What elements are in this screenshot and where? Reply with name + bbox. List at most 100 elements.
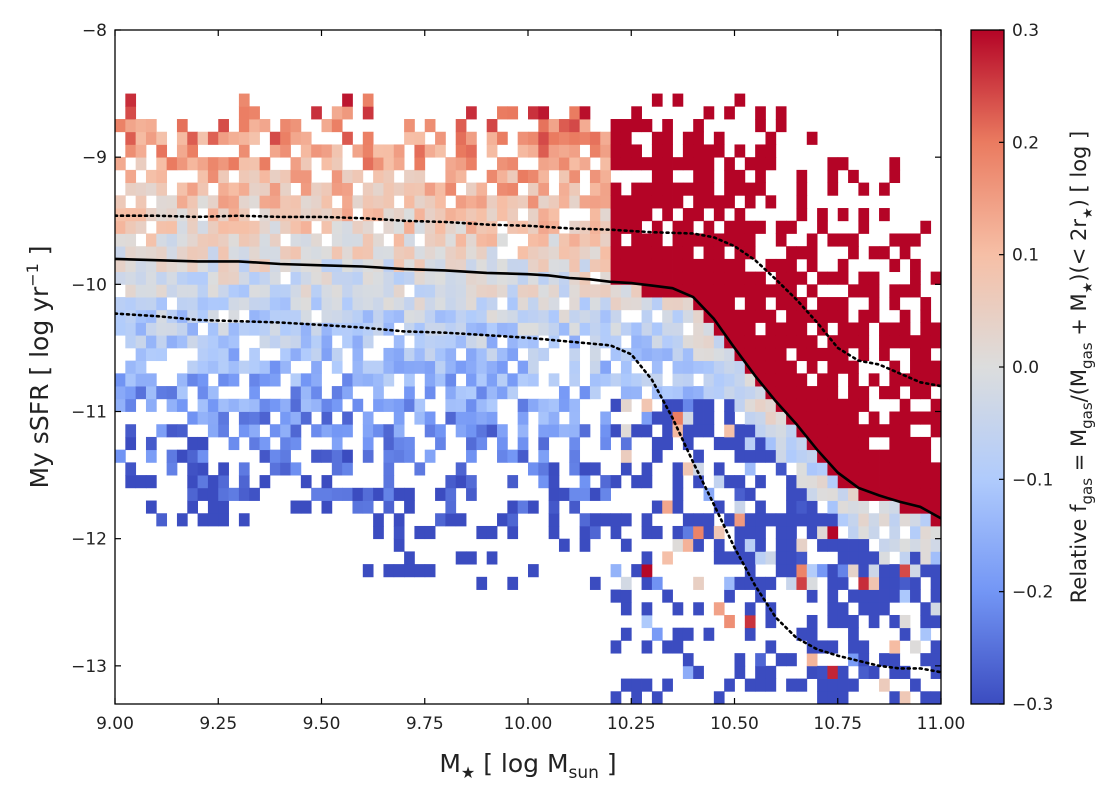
heatmap-cell xyxy=(889,653,901,667)
heatmap-cell xyxy=(331,322,343,336)
heatmap-cell xyxy=(558,322,570,336)
heatmap-cell xyxy=(228,309,240,323)
heatmap-cell xyxy=(827,373,839,387)
heatmap-cell xyxy=(775,513,787,527)
heatmap-cell xyxy=(435,373,446,387)
heatmap-cell xyxy=(145,373,157,387)
heatmap-cell xyxy=(837,347,849,362)
series-lower-percentile xyxy=(115,312,941,674)
heatmap-cell xyxy=(507,284,519,298)
heatmap-cell xyxy=(424,258,436,273)
heatmap-cell xyxy=(589,335,601,349)
heatmap-cell xyxy=(796,551,808,565)
heatmap-cell xyxy=(393,271,405,285)
heatmap-cell xyxy=(806,233,818,247)
heatmap-cell xyxy=(920,462,932,476)
heatmap-cell xyxy=(404,500,415,514)
heatmap-cell xyxy=(744,627,756,641)
heatmap-cell xyxy=(207,169,219,184)
heatmap-cell xyxy=(424,449,436,463)
heatmap-cell xyxy=(848,462,859,476)
heatmap-cell xyxy=(817,208,828,222)
heatmap-cell xyxy=(166,258,178,273)
heatmap-cell xyxy=(765,614,777,629)
heatmap-cell xyxy=(445,169,457,184)
heatmap-cell xyxy=(455,398,467,412)
heatmap-cell xyxy=(218,322,229,336)
heatmap-cell xyxy=(775,564,787,578)
heatmap-cell xyxy=(765,144,777,158)
heatmap-cell xyxy=(744,220,756,234)
heatmap-cell xyxy=(817,436,828,451)
heatmap-cell xyxy=(889,258,901,273)
heatmap-cell xyxy=(620,424,632,438)
heatmap-cell xyxy=(404,271,415,285)
heatmap-cell xyxy=(579,309,591,323)
heatmap-cell xyxy=(620,208,632,222)
heatmap-cell xyxy=(693,386,704,400)
heatmap-cell xyxy=(610,258,622,273)
heatmap-cell xyxy=(414,335,426,349)
heatmap-cell xyxy=(228,322,240,336)
heatmap-cell xyxy=(734,500,746,514)
heatmap-cell xyxy=(910,538,921,552)
heatmap-cell xyxy=(466,449,477,463)
heatmap-cell xyxy=(693,271,704,285)
heatmap-cell xyxy=(187,220,198,234)
heatmap-cell xyxy=(620,347,632,362)
heatmap-cell xyxy=(641,208,653,222)
heatmap-cell xyxy=(806,653,818,667)
heatmap-cell xyxy=(466,157,477,171)
heatmap-cell xyxy=(393,297,405,311)
heatmap-cell xyxy=(744,449,756,463)
heatmap-cell xyxy=(796,373,808,387)
heatmap-cell xyxy=(899,233,911,247)
heatmap-cell xyxy=(910,233,921,247)
heatmap-cell xyxy=(889,564,901,578)
heatmap-cell xyxy=(352,271,364,285)
heatmap-cell xyxy=(713,335,725,349)
heatmap-cell xyxy=(424,309,436,323)
y-axis-label: My sSFR [ log yr−1 ] xyxy=(23,245,54,488)
x-tick-label: 10.25 xyxy=(607,714,656,734)
heatmap-cell xyxy=(486,322,498,336)
heatmap-cell xyxy=(910,360,921,374)
heatmap-cell xyxy=(373,157,384,171)
heatmap-cell xyxy=(362,258,374,273)
heatmap-cell xyxy=(207,208,219,222)
heatmap-cell xyxy=(569,487,581,501)
heatmap-cell xyxy=(848,500,859,514)
heatmap-cell xyxy=(125,373,137,387)
heatmap-cell xyxy=(404,373,415,387)
heatmap-cell xyxy=(218,220,229,234)
heatmap-cell xyxy=(404,297,415,311)
heatmap-cell xyxy=(889,360,901,374)
heatmap-cell xyxy=(259,398,271,412)
heatmap-cell xyxy=(476,309,488,323)
heatmap-cell xyxy=(796,513,808,527)
heatmap-cell xyxy=(662,500,673,514)
heatmap-cell xyxy=(218,258,229,273)
heatmap-cell xyxy=(631,220,642,234)
y-tick-label: −8 xyxy=(82,21,107,41)
heatmap-cell xyxy=(786,386,797,400)
heatmap-cell xyxy=(435,513,446,527)
heatmap-cell xyxy=(920,220,932,234)
heatmap-cell xyxy=(868,284,880,298)
heatmap-cell xyxy=(424,182,436,196)
heatmap-cell xyxy=(930,271,941,285)
heatmap-cell xyxy=(352,233,364,247)
heatmap-cell xyxy=(445,258,457,273)
heatmap-cell xyxy=(879,564,890,578)
heatmap-cell xyxy=(466,347,477,362)
heatmap-cell xyxy=(311,424,322,438)
heatmap-cell xyxy=(269,297,281,311)
heatmap-cell xyxy=(693,449,704,463)
heatmap-cell xyxy=(269,182,281,196)
heatmap-cell xyxy=(135,157,147,171)
heatmap-cell xyxy=(693,144,704,158)
heatmap-cell xyxy=(507,576,519,590)
heatmap-cell xyxy=(703,424,715,438)
heatmap-cell xyxy=(631,144,642,158)
heatmap-cell xyxy=(166,449,178,463)
